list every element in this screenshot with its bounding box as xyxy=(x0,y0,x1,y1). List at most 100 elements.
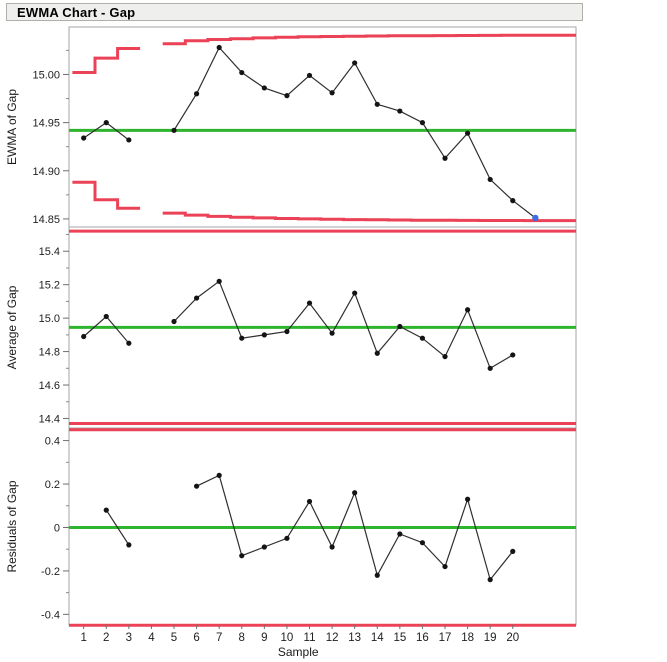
x-tick-label: 11 xyxy=(304,632,316,644)
data-point[interactable] xyxy=(306,72,313,79)
data-point[interactable] xyxy=(126,542,132,548)
x-tick-label: 2 xyxy=(103,632,109,644)
y-tick-label: -0.4 xyxy=(41,609,60,621)
data-point[interactable] xyxy=(352,290,358,296)
data-point[interactable] xyxy=(329,544,335,550)
x-tick-label: 6 xyxy=(193,632,199,644)
x-tick-label: 9 xyxy=(261,632,267,644)
data-point[interactable] xyxy=(284,535,290,541)
data-point[interactable] xyxy=(284,93,290,99)
data-point[interactable] xyxy=(510,352,516,358)
data-point[interactable] xyxy=(374,572,380,578)
data-point[interactable] xyxy=(216,278,222,284)
y-tick-label: 14.90 xyxy=(32,166,60,178)
data-point[interactable] xyxy=(126,137,132,143)
data-point[interactable] xyxy=(329,90,335,96)
data-point[interactable] xyxy=(171,318,177,325)
data-point[interactable] xyxy=(442,353,448,360)
data-point[interactable] xyxy=(397,531,403,537)
x-tick-label: 19 xyxy=(484,632,497,644)
data-point[interactable] xyxy=(419,540,426,546)
y-tick-label: 14.95 xyxy=(32,118,60,130)
data-point[interactable] xyxy=(306,300,313,306)
y-tick-label: 15.00 xyxy=(32,69,60,81)
report-title-bar[interactable]: EWMA Chart - Gap xyxy=(6,3,583,21)
data-point[interactable] xyxy=(352,60,358,66)
y-tick-label: 0.2 xyxy=(45,479,60,491)
data-point[interactable] xyxy=(103,313,109,320)
x-tick-label: 12 xyxy=(326,632,339,644)
data-point[interactable] xyxy=(487,176,493,183)
data-point[interactable] xyxy=(261,85,267,91)
y-tick-label: 14.85 xyxy=(32,214,60,226)
y-tick-label: -0.2 xyxy=(41,566,60,578)
data-point[interactable] xyxy=(374,350,380,356)
x-tick-label: 3 xyxy=(126,632,132,644)
data-point[interactable] xyxy=(510,548,516,554)
y-tick-label: 15.0 xyxy=(39,313,60,325)
data-point[interactable] xyxy=(487,365,493,371)
data-point[interactable] xyxy=(487,577,493,583)
data-point[interactable] xyxy=(374,101,380,107)
data-point[interactable] xyxy=(216,44,222,51)
data-point[interactable] xyxy=(419,335,426,341)
x-tick-label: 20 xyxy=(506,632,519,644)
data-point[interactable] xyxy=(419,120,426,126)
series-line xyxy=(83,280,514,370)
data-point[interactable] xyxy=(193,295,200,301)
x-tick-label: 13 xyxy=(348,632,361,644)
data-point[interactable] xyxy=(216,472,222,478)
y-tick-label: 0.4 xyxy=(45,436,60,448)
data-point[interactable] xyxy=(103,120,109,126)
data-point[interactable] xyxy=(103,507,109,513)
data-point[interactable] xyxy=(284,328,290,335)
data-point[interactable] xyxy=(193,483,200,489)
data-point[interactable] xyxy=(81,135,87,141)
data-point[interactable] xyxy=(239,335,245,341)
x-tick-label: 10 xyxy=(281,632,294,644)
y-tick-label: 14.4 xyxy=(39,413,60,425)
x-tick-label: 4 xyxy=(148,632,155,644)
y-tick-label: 14.8 xyxy=(39,347,60,359)
data-point[interactable] xyxy=(464,130,471,136)
x-tick-label: 1 xyxy=(80,632,86,644)
y-axis-title: EWMA of Gap xyxy=(5,89,19,165)
last-data-point[interactable] xyxy=(532,214,539,222)
data-point[interactable] xyxy=(464,307,471,313)
lower-control-limit-line xyxy=(72,180,576,223)
data-point[interactable] xyxy=(397,108,403,114)
data-point[interactable] xyxy=(442,563,448,570)
data-point[interactable] xyxy=(81,333,87,340)
data-point[interactable] xyxy=(193,91,200,97)
y-tick-label: 15.2 xyxy=(39,280,60,292)
data-point[interactable] xyxy=(126,340,132,346)
x-axis-title: Sample xyxy=(278,645,319,659)
data-point[interactable] xyxy=(510,198,516,204)
x-tick-label: 15 xyxy=(393,632,406,644)
y-tick-label: 0 xyxy=(54,522,60,534)
data-point[interactable] xyxy=(352,490,358,496)
y-tick-label: 15.4 xyxy=(39,246,60,258)
data-point[interactable] xyxy=(239,69,245,76)
x-tick-label: 16 xyxy=(416,632,429,644)
y-tick-label: 14.6 xyxy=(39,380,60,392)
data-point[interactable] xyxy=(306,498,313,505)
panel-frame xyxy=(68,26,577,228)
data-point[interactable] xyxy=(442,155,448,161)
data-point[interactable] xyxy=(171,127,177,133)
data-point[interactable] xyxy=(464,496,471,502)
x-tick-label: 5 xyxy=(171,632,177,644)
x-tick-label: 14 xyxy=(371,632,384,644)
data-point[interactable] xyxy=(329,330,335,336)
upper-control-limit-line xyxy=(72,33,576,74)
data-point[interactable] xyxy=(261,332,267,338)
x-tick-label: 7 xyxy=(216,632,222,644)
y-axis-title: Average of Gap xyxy=(5,285,19,369)
data-point[interactable] xyxy=(261,544,267,550)
data-point[interactable] xyxy=(239,553,245,559)
x-tick-label: 8 xyxy=(239,632,245,644)
x-tick-label: 17 xyxy=(439,632,452,644)
data-point[interactable] xyxy=(397,323,403,330)
